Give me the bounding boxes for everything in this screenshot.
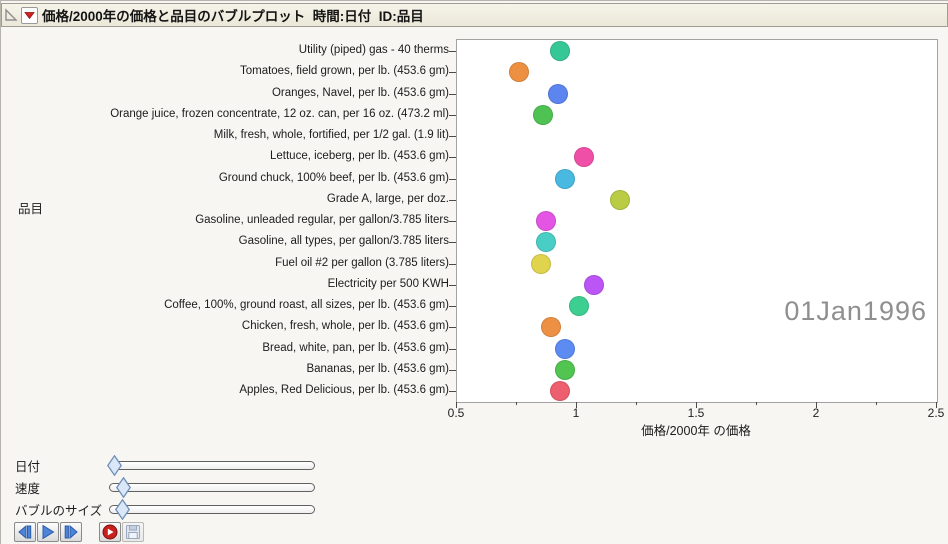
category-label: Milk, fresh, whole, fortified, per 1/2 g…: [213, 129, 449, 141]
step-back-button[interactable]: [14, 522, 36, 542]
y-tick: [449, 348, 456, 350]
report-title-bar: 価格/2000年の価格と品目のバブルプロット 時間:日付 ID:品目: [1, 3, 948, 27]
slider-label: 日付: [15, 460, 41, 474]
category-label: Bread, white, pan, per lb. (453.6 gm): [262, 341, 449, 354]
bubble[interactable]: [555, 338, 575, 359]
y-tick: [449, 136, 456, 137]
play-button[interactable]: [37, 522, 59, 542]
x-tick-major: [816, 402, 817, 408]
bubble[interactable]: [550, 381, 571, 401]
bubble[interactable]: [531, 253, 551, 274]
category-label: Grade A, large, per doz.: [326, 192, 449, 205]
y-axis-category-labels: Utility (piped) gas - 40 therms Tomatoes,…: [57, 39, 449, 401]
y-tick: [449, 369, 456, 371]
category-label: Gasoline, unleaded regular, per gallon/3…: [195, 214, 449, 226]
x-tick-major: [696, 402, 697, 408]
slider-track[interactable]: [109, 483, 315, 492]
step-forward-icon: [64, 524, 78, 540]
category-label: Bananas, per lb. (453.6 gm): [306, 362, 449, 375]
bubble[interactable]: [610, 189, 631, 210]
y-tick: [449, 221, 456, 222]
y-tick: [449, 263, 456, 265]
save-icon: [126, 525, 140, 539]
category-label: Chicken, fresh, whole, per lb. (453.6 gm…: [241, 320, 449, 333]
y-tick: [449, 242, 456, 244]
category-label: Gasoline, all types, per gallon/3.785 li…: [238, 235, 449, 248]
x-axis-title: 価格/2000年 の価格: [641, 424, 751, 438]
red-triangle-menu-button[interactable]: [21, 6, 38, 24]
category-label: Tomatoes, field grown, per lb. (453.6 gm…: [239, 65, 449, 78]
y-tick: [449, 199, 456, 201]
category-label: Electricity per 500 KWH: [327, 277, 449, 290]
category-label: Orange juice, frozen concentrate, 12 oz.…: [110, 107, 449, 120]
bubble[interactable]: [535, 211, 556, 231]
category-label: Fuel oil #2 per gallon (3.785 liters): [275, 256, 449, 269]
play-icon: [42, 524, 55, 540]
step-forward-button[interactable]: [60, 522, 82, 542]
report-title: 価格/2000年の価格と品目のバブルプロット 時間:日付 ID:品目: [42, 9, 424, 24]
category-label: Lettuce, iceberg, per lb. (453.6 gm): [270, 150, 449, 163]
x-tick-label: 2.5: [927, 406, 945, 420]
slider-track[interactable]: [109, 461, 315, 470]
y-tick: [449, 327, 456, 329]
slider-track[interactable]: [109, 505, 315, 514]
plot-frame[interactable]: 01Jan1996: [449, 39, 938, 403]
x-tick-major: [576, 402, 577, 408]
record-button[interactable]: [99, 522, 121, 542]
category-label: Coffee, 100%, ground roast, all sizes, p…: [164, 299, 449, 311]
bubble[interactable]: [555, 359, 575, 380]
bubble[interactable]: [583, 274, 604, 295]
slider-thumb[interactable]: [114, 498, 130, 525]
bubble[interactable]: [555, 168, 575, 189]
slider-label: 速度: [15, 482, 41, 496]
y-tick: [449, 157, 456, 159]
x-tick-minor: [756, 402, 757, 405]
y-tick: [449, 178, 456, 180]
bubble[interactable]: [569, 296, 590, 316]
y-tick: [449, 93, 456, 95]
y-tick: [449, 72, 456, 74]
bubble[interactable]: [509, 62, 530, 83]
record-icon: [102, 524, 118, 540]
bubble[interactable]: [547, 83, 568, 104]
category-label: Ground chuck, 100% beef, per lb. (453.6 …: [218, 171, 449, 184]
red-triangle-icon: [24, 11, 35, 19]
bubble[interactable]: [550, 41, 571, 61]
x-tick-label: 1.5: [687, 406, 705, 420]
y-tick: [449, 391, 456, 392]
slider-label: バブルのサイズ: [15, 504, 103, 518]
y-tick: [449, 284, 456, 286]
bubble[interactable]: [535, 232, 556, 253]
slider-thumb[interactable]: [115, 476, 131, 503]
y-tick: [449, 114, 456, 116]
x-tick-label: 0.5: [447, 406, 465, 420]
y-axis-title: 品目: [18, 202, 44, 216]
category-label: Utility (piped) gas - 40 therms: [298, 44, 449, 56]
x-tick-label: 1: [572, 406, 580, 420]
x-tick-minor: [876, 402, 877, 405]
x-tick-minor: [516, 402, 517, 405]
x-tick-major: [936, 402, 937, 408]
x-tick-minor: [636, 402, 637, 405]
slider-thumb[interactable]: [106, 454, 122, 481]
collapse-triangle-icon[interactable]: [4, 8, 18, 22]
bubble[interactable]: [540, 317, 561, 338]
category-label: Apples, Red Delicious, per lb. (453.6 gm…: [239, 384, 449, 396]
step-back-icon: [18, 524, 32, 540]
bubble[interactable]: [533, 104, 554, 125]
x-tick-label: 2: [812, 406, 820, 420]
save-button: [122, 522, 144, 542]
bubble[interactable]: [574, 147, 595, 168]
x-tick-major: [456, 402, 457, 408]
y-tick: [449, 306, 456, 307]
playback-button-row: [14, 522, 145, 542]
category-label: Oranges, Navel, per lb. (453.6 gm): [271, 86, 449, 99]
y-tick: [449, 51, 456, 52]
time-annotation: 01Jan1996: [784, 296, 927, 326]
